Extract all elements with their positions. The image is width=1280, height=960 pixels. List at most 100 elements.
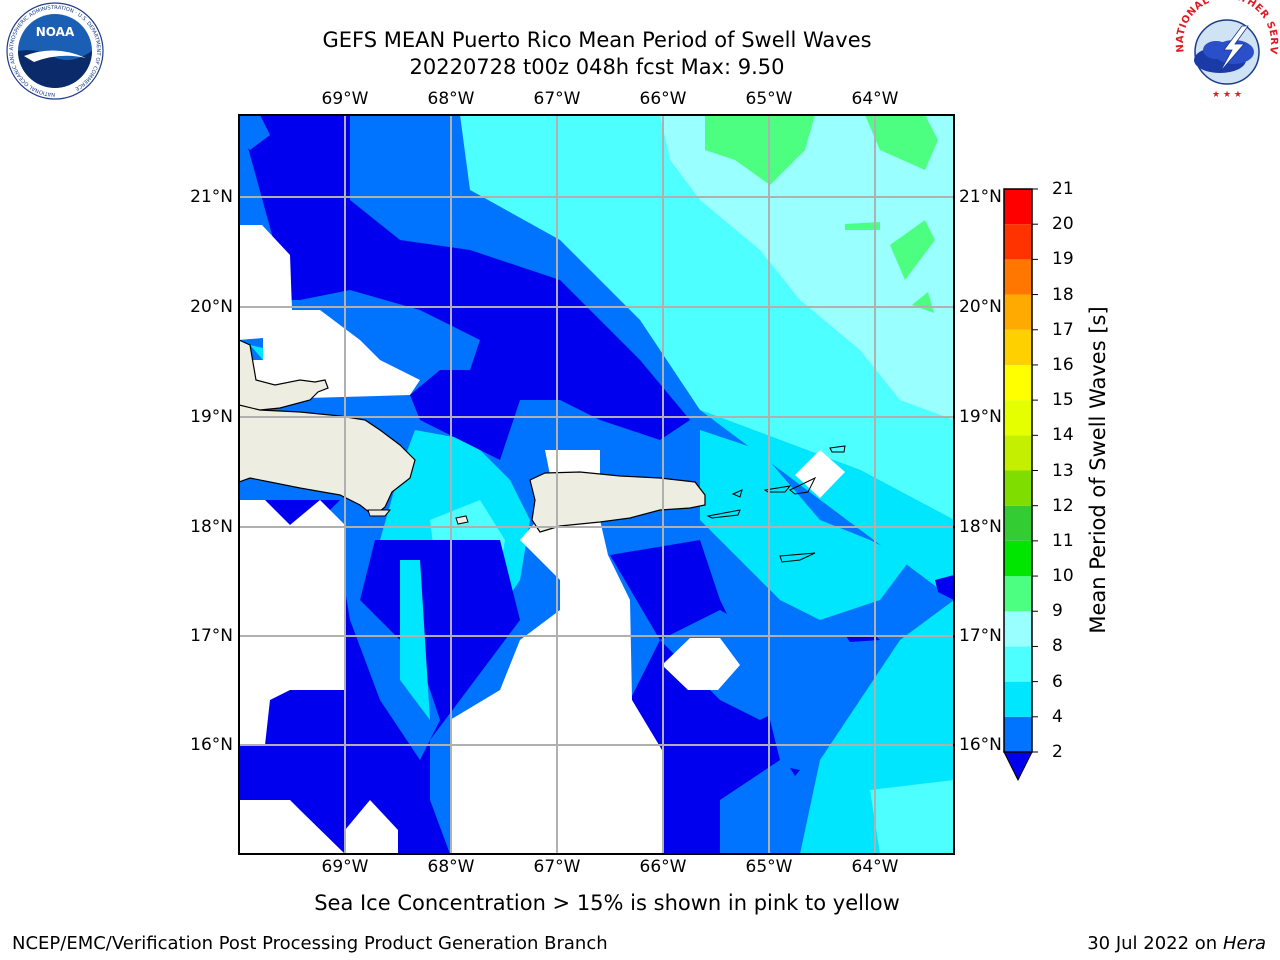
masked-region bbox=[239, 500, 345, 745]
colorbar bbox=[1003, 188, 1038, 782]
masked-region bbox=[345, 800, 398, 854]
footer-credit: NCEP/EMC/Verification Post Processing Pr… bbox=[12, 933, 608, 954]
st-croix-coast bbox=[779, 552, 816, 563]
lat-tick-left: 16°N bbox=[190, 735, 233, 755]
masked-region bbox=[239, 225, 420, 400]
colorbar-segment bbox=[1004, 329, 1032, 365]
anegada-coast bbox=[829, 445, 846, 453]
contour-2-4 bbox=[790, 768, 800, 776]
colorbar-segment bbox=[1004, 681, 1032, 717]
hispaniola-north-land bbox=[239, 339, 329, 411]
colorbar-tick-label: 8 bbox=[1052, 636, 1063, 657]
colorbar-segment bbox=[1004, 294, 1032, 330]
colorbar-tick-label: 15 bbox=[1052, 390, 1074, 411]
culebra-coast bbox=[731, 489, 743, 498]
contour-2-4 bbox=[239, 115, 690, 460]
masked-region bbox=[662, 638, 740, 690]
vieques-coast bbox=[706, 509, 741, 519]
colorbar-tick-label: 11 bbox=[1052, 530, 1074, 551]
colorbar-segment bbox=[1004, 540, 1032, 577]
contour-6-8 bbox=[400, 560, 430, 720]
colorbar-segment bbox=[1004, 224, 1032, 260]
map-title-line1: GEFS MEAN Puerto Rico Mean Period of Swe… bbox=[322, 28, 872, 52]
nws-logo: NATIONAL WEATHER SERVICE ★ ★ ★ bbox=[1172, 0, 1279, 100]
noaa-logo-text: NOAA bbox=[36, 25, 75, 39]
noaa-logo: NOAA NATIONAL OCEANIC AND ATMOSPHERIC AD… bbox=[6, 2, 104, 100]
colorbar-segment bbox=[1004, 189, 1032, 225]
colorbar-tick-label: 17 bbox=[1052, 319, 1074, 340]
colorbar-segment bbox=[1004, 259, 1032, 295]
colorbar-tick-label: 10 bbox=[1052, 566, 1074, 587]
contour-6-8 bbox=[700, 410, 954, 854]
island-land bbox=[367, 509, 392, 517]
colorbar-tick-label: 14 bbox=[1052, 425, 1074, 446]
lat-tick-right: 19°N bbox=[959, 407, 1002, 427]
colorbar-segment bbox=[1004, 364, 1032, 401]
contour-9-10-light bbox=[660, 115, 954, 420]
lon-tick-bottom: 67°W bbox=[533, 857, 581, 877]
colorbar-label: Mean Period of Swell Waves [s] bbox=[1086, 306, 1110, 634]
lat-tick-right: 18°N bbox=[959, 517, 1002, 537]
lat-tick-right: 17°N bbox=[959, 626, 1002, 646]
colorbar-tick-label: 20 bbox=[1052, 214, 1074, 235]
svg-text:★ ★ ★: ★ ★ ★ bbox=[1212, 90, 1242, 100]
mona-island-land bbox=[455, 515, 469, 525]
colorbar-segment bbox=[1004, 400, 1032, 436]
lat-tick-left: 17°N bbox=[190, 626, 233, 646]
lat-tick-left: 20°N bbox=[190, 297, 233, 317]
colorbar-segment bbox=[1004, 505, 1032, 541]
lon-tick-bottom: 68°W bbox=[427, 857, 475, 877]
lat-tick-right: 16°N bbox=[959, 735, 1002, 755]
map-frame bbox=[238, 114, 955, 855]
colorbar-tick-label: 6 bbox=[1052, 671, 1063, 692]
colorbar-segment bbox=[1004, 646, 1032, 682]
lon-tick-bottom: 64°W bbox=[851, 857, 899, 877]
contour-4-6 bbox=[350, 115, 470, 230]
colorbar-tick-label: 18 bbox=[1052, 284, 1074, 305]
colorbar-extend bbox=[1003, 751, 1033, 782]
footer-date: 30 Jul 2022 on Hera bbox=[1087, 933, 1266, 954]
lon-tick-bottom: 65°W bbox=[745, 857, 793, 877]
colorbar-segment bbox=[1004, 611, 1032, 647]
masked-region bbox=[795, 450, 845, 498]
sea-ice-note: Sea Ice Concentration > 15% is shown in … bbox=[314, 891, 900, 915]
lat-tick-left: 19°N bbox=[190, 407, 233, 427]
lon-tick-top: 64°W bbox=[851, 89, 899, 109]
contour-9-green bbox=[845, 222, 880, 230]
lat-tick-left: 18°N bbox=[190, 517, 233, 537]
contour-9-green bbox=[705, 115, 815, 185]
colorbar-tick-label: 19 bbox=[1052, 249, 1074, 270]
lat-tick-left: 21°N bbox=[190, 187, 233, 207]
lon-tick-bottom: 69°W bbox=[321, 857, 369, 877]
lon-tick-top: 67°W bbox=[533, 89, 581, 109]
colorbar-tick-label: 13 bbox=[1052, 460, 1074, 481]
contour-9-green bbox=[865, 115, 938, 170]
lon-tick-top: 66°W bbox=[639, 89, 687, 109]
footer-date-text: 30 Jul 2022 on bbox=[1087, 933, 1223, 954]
lon-tick-top: 69°W bbox=[321, 89, 369, 109]
lon-tick-top: 68°W bbox=[427, 89, 475, 109]
contour-9-green bbox=[890, 220, 935, 280]
lon-tick-top: 65°W bbox=[745, 89, 793, 109]
colorbar-segment bbox=[1004, 576, 1032, 612]
map-grid bbox=[239, 115, 954, 854]
lat-tick-right: 20°N bbox=[959, 297, 1002, 317]
colorbar-segment bbox=[1004, 470, 1032, 506]
contour-6-8 bbox=[250, 345, 263, 360]
colorbar-tick-label: 4 bbox=[1052, 706, 1063, 727]
map-title-line2: 20220728 t00z 048h fcst Max: 9.50 bbox=[409, 55, 785, 79]
colorbar-tick-label: 2 bbox=[1052, 742, 1063, 762]
footer-host: Hera bbox=[1222, 933, 1266, 954]
masked-region bbox=[239, 800, 345, 854]
colorbar-tick-label: 9 bbox=[1052, 601, 1063, 622]
colorbar-tick-label: 21 bbox=[1052, 179, 1074, 199]
contour-2-4 bbox=[935, 575, 954, 600]
contour-4-6 bbox=[239, 115, 270, 150]
colorbar-tick-label: 12 bbox=[1052, 495, 1074, 516]
colorbar-segment bbox=[1004, 716, 1032, 752]
lat-tick-right: 21°N bbox=[959, 187, 1002, 207]
colorbar-tick-label: 16 bbox=[1052, 354, 1074, 375]
contour-6-8 bbox=[700, 430, 910, 620]
contour-8-9 bbox=[870, 780, 954, 854]
